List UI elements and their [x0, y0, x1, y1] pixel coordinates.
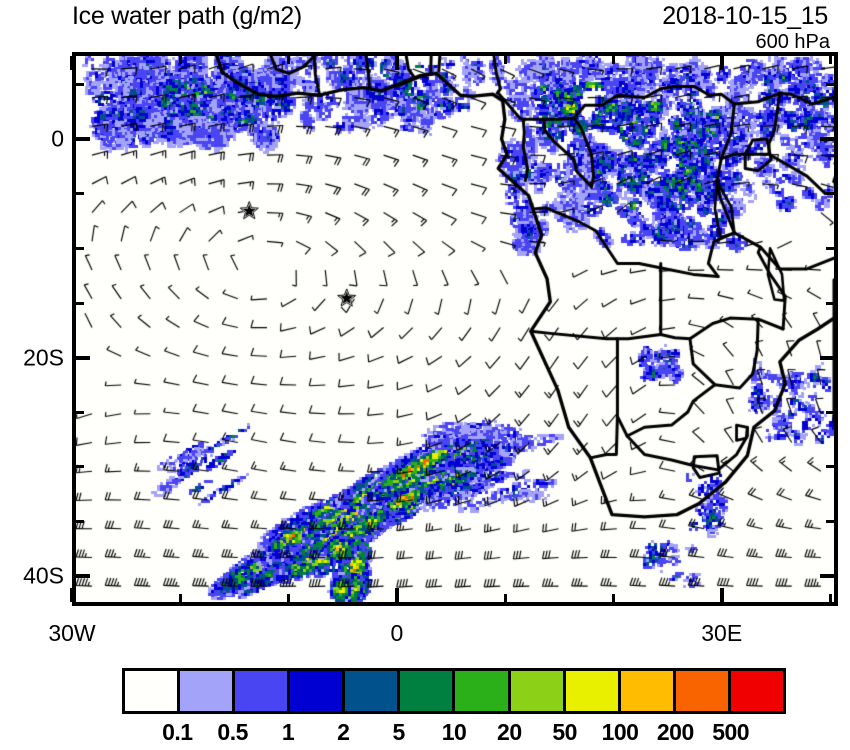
- colorbar-tick-2: 2: [337, 719, 350, 745]
- colorbar-cell-8: [565, 671, 621, 711]
- colorbar-cell-1: [180, 671, 236, 711]
- colorbar: [122, 668, 786, 714]
- colorbar-cells: [122, 668, 786, 714]
- pressure-level-label: 600 hPa: [755, 31, 830, 53]
- y-tick-right: [826, 410, 834, 414]
- colorbar-tick-20: 20: [497, 719, 522, 745]
- x-tick-bottom: [394, 588, 399, 602]
- colorbar-tick-1: 1: [281, 719, 295, 745]
- colorbar-cell-10: [675, 671, 731, 711]
- y-axis-label: 40S: [23, 562, 64, 589]
- x-tick-top: [611, 56, 615, 64]
- colorbar-tick-500: 500: [712, 719, 750, 745]
- colorbar-cell-9: [620, 671, 676, 711]
- x-tick-top: [828, 56, 832, 64]
- y-tick-right: [820, 355, 834, 360]
- y-tick-left: [76, 137, 90, 142]
- y-tick-left: [76, 83, 84, 87]
- y-axis-label: 0: [51, 125, 64, 152]
- x-tick-bottom: [287, 594, 291, 602]
- colorbar-cell-4: [345, 671, 401, 711]
- y-tick-right: [826, 301, 834, 305]
- y-tick-right: [820, 137, 834, 142]
- x-tick-top: [503, 56, 507, 64]
- map-canvas: [76, 56, 834, 602]
- colorbar-tick-10: 10: [441, 719, 467, 745]
- y-tick-right: [826, 247, 834, 251]
- colorbar-cell-3: [290, 671, 346, 711]
- colorbar-tick-50: 50: [552, 719, 577, 745]
- x-axis-label: 30W: [48, 620, 96, 646]
- colorbar-tick-5: 5: [392, 719, 406, 745]
- colorbar-tick-100: 100: [601, 719, 639, 745]
- y-tick-right: [826, 465, 834, 469]
- x-tick-top: [394, 56, 399, 70]
- x-tick-top: [287, 56, 291, 64]
- colorbar-cell-5: [400, 671, 456, 711]
- y-tick-left: [76, 192, 84, 196]
- y-tick-left: [76, 355, 90, 360]
- colorbar-cell-0: [125, 671, 181, 711]
- colorbar-tick-0.5: 0.5: [217, 719, 248, 745]
- x-tick-bottom: [611, 594, 615, 602]
- x-tick-top: [178, 56, 182, 64]
- y-axis-label: 20S: [23, 344, 64, 371]
- y-tick-right: [826, 83, 834, 87]
- colorbar-tick-0.1: 0.1: [162, 719, 193, 745]
- y-tick-left: [76, 465, 84, 469]
- y-tick-right: [826, 520, 834, 524]
- y-tick-right: [820, 574, 834, 579]
- x-axis-label: 30E: [701, 620, 743, 646]
- x-axis-label: 0: [390, 620, 404, 646]
- y-tick-left: [76, 410, 84, 414]
- timestamp-label: 2018-10-15_15: [662, 2, 828, 30]
- page-title: Ice water path (g/m2): [72, 2, 302, 30]
- y-tick-left: [76, 301, 84, 305]
- colorbar-tick-200: 200: [656, 719, 694, 745]
- y-tick-left: [76, 520, 84, 524]
- x-tick-top: [70, 56, 74, 70]
- map-plot-area: [72, 52, 838, 606]
- colorbar-cell-11: [730, 671, 783, 711]
- y-tick-left: [76, 574, 90, 579]
- colorbar-cell-7: [510, 671, 566, 711]
- x-tick-bottom: [719, 588, 724, 602]
- colorbar-cell-6: [455, 671, 511, 711]
- x-tick-bottom: [178, 594, 182, 602]
- y-tick-left: [76, 247, 84, 251]
- x-tick-bottom: [70, 588, 74, 602]
- colorbar-cell-2: [235, 671, 291, 711]
- y-tick-right: [826, 192, 834, 196]
- x-tick-bottom: [828, 594, 832, 602]
- x-tick-bottom: [503, 594, 507, 602]
- x-tick-top: [719, 56, 724, 70]
